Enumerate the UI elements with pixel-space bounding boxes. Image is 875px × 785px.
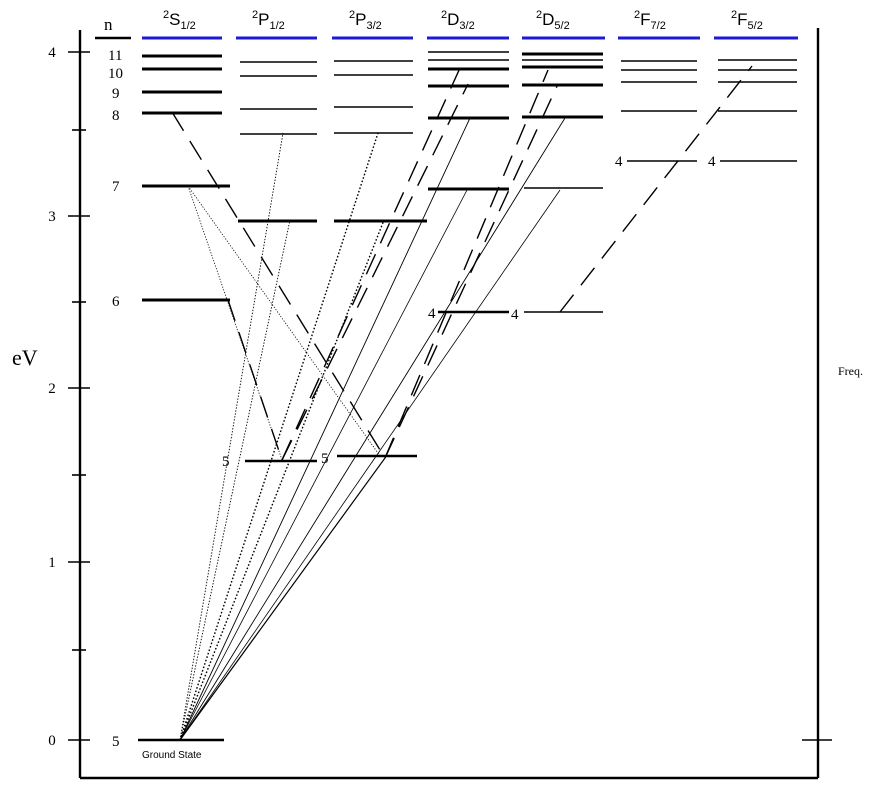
transition-p12-d32-7 (281, 67, 461, 461)
transition-ground-d32-6 (179, 117, 471, 741)
transition-d52-f52 (559, 65, 753, 313)
transition-p12-d32-6 (281, 83, 469, 461)
transition-ground-p32-7 (179, 132, 379, 741)
levels-d32 (428, 51, 509, 314)
y-axis-label: eV (12, 345, 38, 370)
transition-s8-p32-5 (171, 111, 386, 459)
y-tick-0: 0 (48, 733, 56, 749)
transition-ground-p32-5 (179, 457, 386, 741)
level-label-p32-5: 5 (321, 451, 329, 467)
n-header: n (104, 15, 113, 34)
freq-label: Freq. (838, 364, 863, 378)
transition-lines (171, 65, 753, 741)
transition-ground-p32-6 (179, 219, 385, 741)
column-header-p12: 2P1/2 (252, 9, 285, 32)
level-label-f52-4: 4 (708, 154, 716, 170)
levels-f72 (621, 60, 697, 162)
column-header-f52: 2F5/2 (731, 9, 763, 32)
transition-ground-d52-6 (179, 117, 566, 741)
level-label-d52-4: 4 (511, 307, 519, 323)
y-tick-4: 4 (48, 45, 56, 61)
y-tick-2: 2 (48, 381, 56, 397)
level-label-s-5: 5 (112, 734, 120, 750)
transition-p32-d52-7 (384, 69, 549, 459)
transition-p32-d52-6 (384, 83, 559, 459)
level-label-s-10: 10 (108, 66, 123, 82)
transition-ground-p12-7 (179, 132, 284, 741)
y-tick-1: 1 (48, 555, 56, 571)
level-label-s-8: 8 (112, 108, 120, 124)
levels-p12 (238, 61, 317, 463)
column-header-s12: 2S1/2 (163, 9, 196, 32)
level-label-f72-4: 4 (615, 154, 623, 170)
level-label-s-9: 9 (112, 86, 120, 102)
y-ticks (68, 51, 90, 741)
level-label-s-7: 7 (112, 179, 120, 195)
levels-d52 (522, 52, 603, 313)
ground-state-label: Ground State (142, 750, 202, 761)
column-header-p32: 2P3/2 (349, 9, 382, 32)
column-header-d52: 2D5/2 (536, 9, 570, 32)
column-header-d32: 2D3/2 (441, 9, 475, 32)
level-label-p12-5: 5 (222, 454, 230, 470)
level-label-d32-4: 4 (428, 306, 436, 322)
level-label-s-11: 11 (108, 48, 122, 64)
column-header-f72: 2F7/2 (634, 9, 666, 32)
transition-ground-d32-5 (179, 189, 468, 741)
transition-ground-d52-5 (179, 189, 561, 741)
transition-s6-p12-5 (227, 299, 283, 461)
levels-p32 (334, 60, 427, 458)
transition-ground-p12-6 (179, 219, 291, 741)
transition-s7-p32-5 (187, 185, 381, 457)
y-tick-3: 3 (48, 209, 56, 225)
levels-f52 (718, 59, 797, 162)
levels-s12 (138, 54, 230, 742)
level-label-s-6: 6 (112, 294, 120, 310)
